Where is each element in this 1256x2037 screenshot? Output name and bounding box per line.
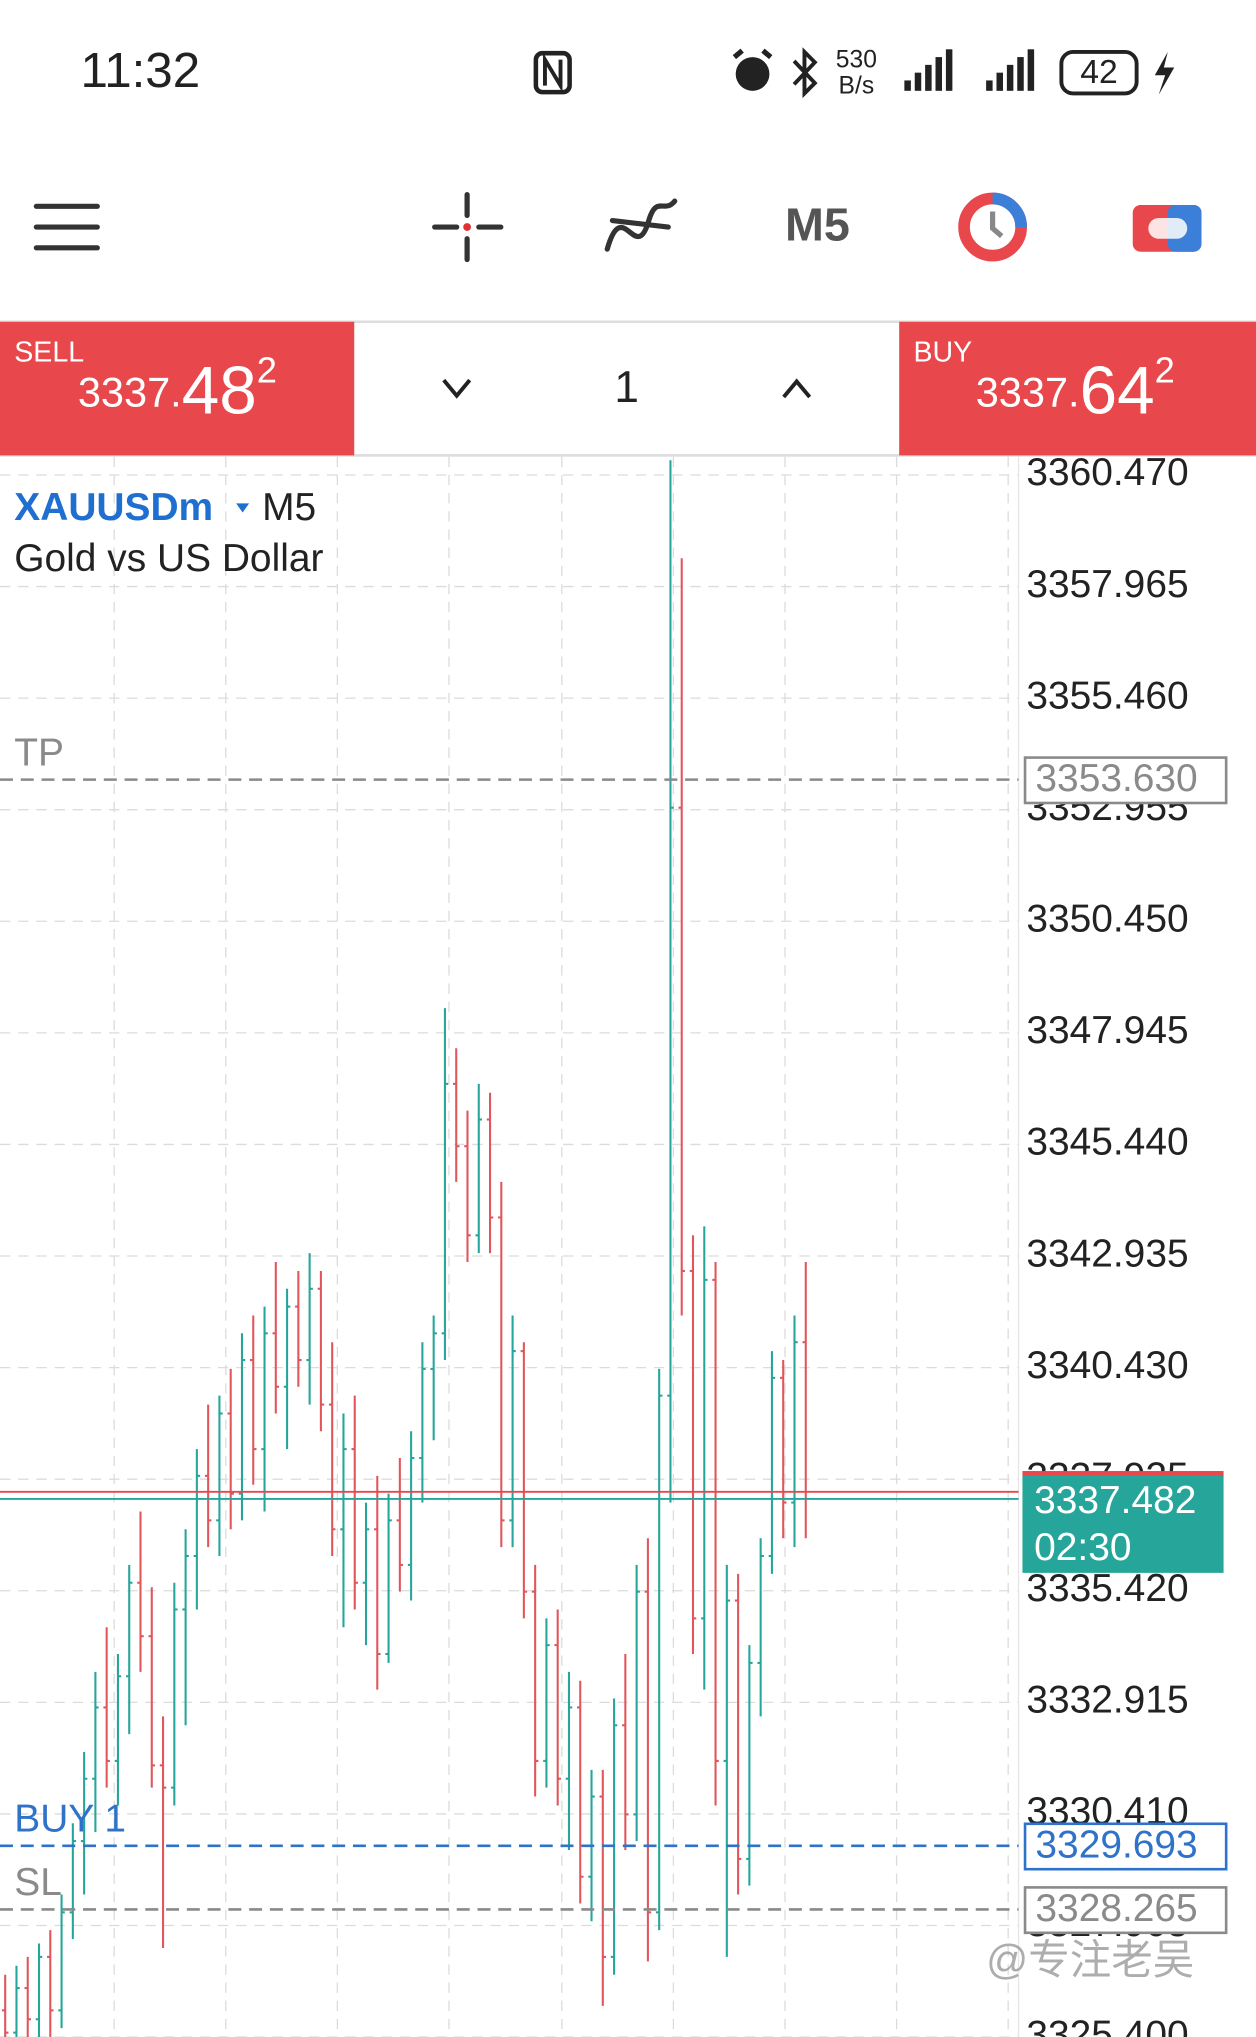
timeframe-button[interactable]: M5 <box>785 199 850 251</box>
y-tick-label: 3340.430 <box>1026 1344 1188 1387</box>
level-price: 3328.265 <box>1035 1887 1197 1930</box>
level-name: BUY 1 <box>14 1797 126 1840</box>
level-name: TP <box>14 731 64 774</box>
symbol-description: Gold vs US Dollar <box>14 537 323 580</box>
price-axis: 3360.4703357.9653355.4603352.9553350.450… <box>1026 451 1188 2037</box>
battery-level: 42 <box>1080 53 1118 91</box>
buy-price: 3337.642 <box>976 349 1175 429</box>
time-grid <box>113 456 1020 2037</box>
price-tail: 2 <box>1155 349 1175 390</box>
y-tick-label: 3350.450 <box>1026 898 1188 941</box>
price-big: 64 <box>1080 354 1155 429</box>
volume-down[interactable] <box>442 378 472 399</box>
y-tick-label: 3360.470 <box>1026 451 1188 494</box>
ask-marker <box>1022 1471 1224 1478</box>
level-name: SL <box>14 1861 62 1904</box>
bluetooth-icon <box>792 47 818 99</box>
menu-button[interactable] <box>33 203 100 251</box>
bid-price: 3337.482 <box>1034 1479 1196 1522</box>
history-button[interactable] <box>958 192 1027 262</box>
net-unit: B/s <box>839 72 875 99</box>
alarm-icon <box>732 48 773 91</box>
chart: 3360.4703357.9653355.4603352.9553350.450… <box>0 451 1228 2037</box>
level-price: 3353.630 <box>1035 757 1197 800</box>
crosshair-button[interactable] <box>432 192 504 263</box>
indicators-button[interactable] <box>604 198 678 252</box>
clock: 11:32 <box>80 43 200 98</box>
y-tick-label: 3342.935 <box>1026 1232 1188 1275</box>
level-box <box>1023 756 1228 805</box>
y-tick-label: 3335.420 <box>1026 1567 1188 1610</box>
volume[interactable]: 1 <box>614 363 639 412</box>
price-head: 3337. <box>78 369 182 416</box>
level-box <box>1023 1886 1228 1935</box>
battery <box>1059 49 1139 96</box>
symbol[interactable]: XAUUSDm <box>14 486 213 529</box>
charging-icon <box>1154 51 1175 95</box>
price-tail: 2 <box>257 349 277 390</box>
net-speed: 530 <box>836 46 877 73</box>
y-tick-label: 3332.915 <box>1026 1679 1188 1722</box>
nfc-icon <box>533 50 572 95</box>
price-head: 3337. <box>976 369 1080 416</box>
sell-background <box>0 321 355 456</box>
trade-button[interactable] <box>1132 204 1202 252</box>
volume-up[interactable] <box>782 378 812 399</box>
status-bar: 11:32 530 B/s 42 <box>80 43 1175 99</box>
bid-box <box>1022 1475 1224 1573</box>
toolbar: M5 <box>33 192 1202 263</box>
price-big: 48 <box>182 354 257 429</box>
signal-icon <box>904 49 1035 91</box>
level-price: 3329.693 <box>1035 1823 1197 1866</box>
plot-area <box>0 460 1019 2037</box>
bar-countdown: 02:30 <box>1034 1526 1131 1569</box>
sell-price: 3337.482 <box>78 349 277 429</box>
symbol-dropdown[interactable] <box>236 503 250 513</box>
y-tick-label: 3345.440 <box>1026 1121 1188 1164</box>
y-tick-label: 3325.400 <box>1026 2013 1188 2037</box>
y-tick-label: 3355.460 <box>1026 674 1188 717</box>
buy-background <box>899 321 1256 456</box>
y-tick-label: 3347.945 <box>1026 1009 1188 1052</box>
watermark: @专注老吴 <box>986 1936 1194 1983</box>
price-levels: TP 3353.630 BUY 1 3329.693 SL 3328.265 3337.48… <box>0 731 1228 1935</box>
level-box <box>1023 1822 1228 1871</box>
y-tick-label: 3357.965 <box>1026 563 1188 606</box>
buy-label: BUY <box>913 337 972 369</box>
sell-label: SELL <box>14 337 84 369</box>
buy-button[interactable]: BUY 3337.642 <box>899 321 1256 456</box>
chart-timeframe: M5 <box>262 486 316 529</box>
sell-button[interactable]: SELL 3337.482 <box>0 321 355 456</box>
